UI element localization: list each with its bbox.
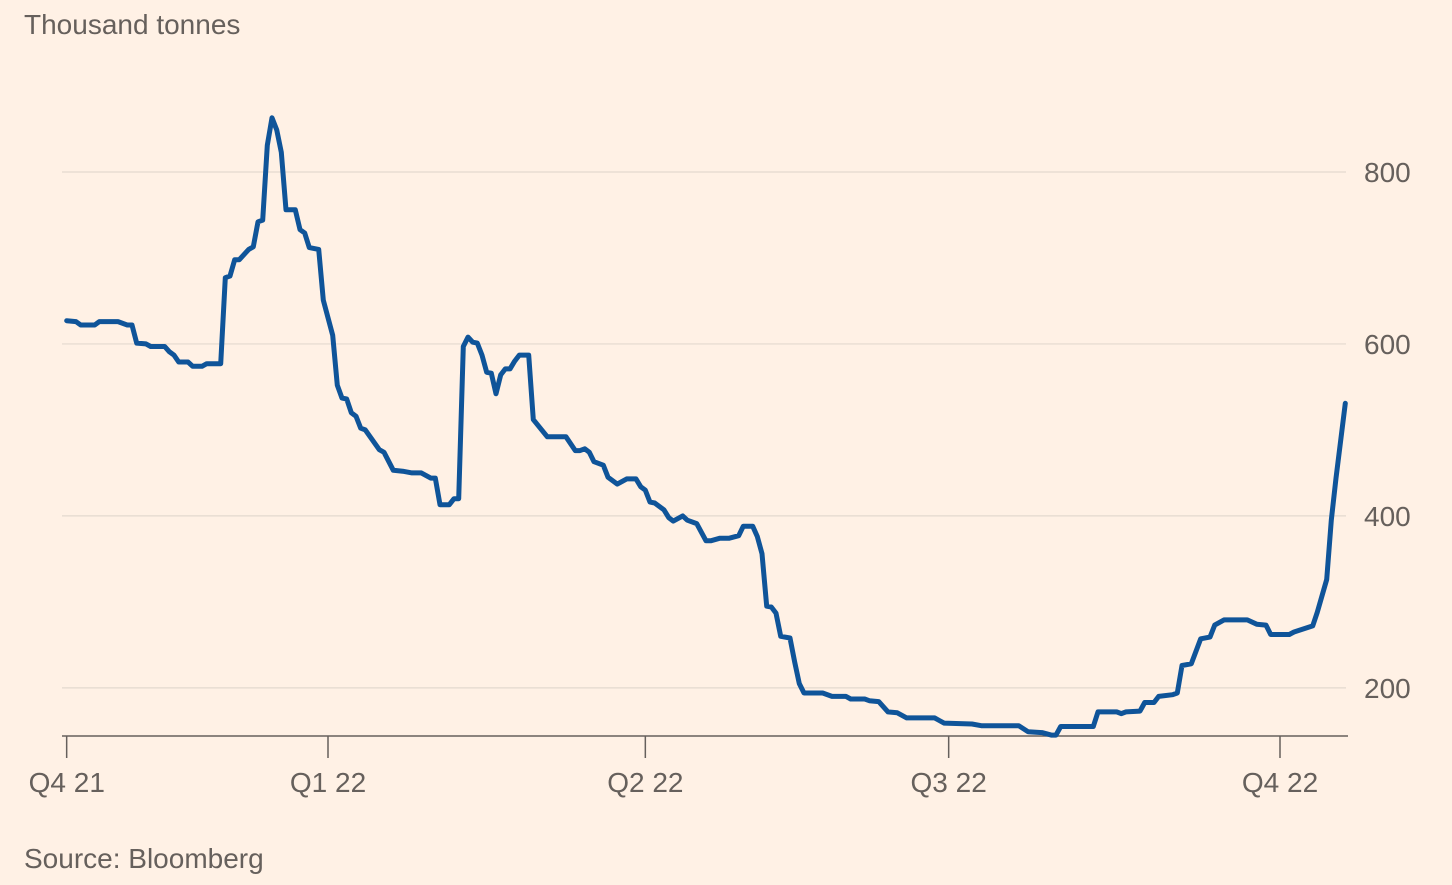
x-tick-label: Q3 22 bbox=[911, 767, 987, 798]
chart-title: Thousand tonnes bbox=[24, 9, 240, 40]
x-tick-label: Q1 22 bbox=[290, 767, 366, 798]
y-tick-label: 200 bbox=[1364, 673, 1411, 704]
y-tick-label: 400 bbox=[1364, 501, 1411, 532]
y-tick-label: 600 bbox=[1364, 329, 1411, 360]
x-tick-label: Q4 22 bbox=[1242, 767, 1318, 798]
source: Source: Bloomberg bbox=[24, 843, 264, 874]
x-tick-label: Q2 22 bbox=[607, 767, 683, 798]
y-tick-label: 800 bbox=[1364, 157, 1411, 188]
x-tick-label: Q4 21 bbox=[29, 767, 105, 798]
data-line bbox=[64, 115, 1348, 738]
